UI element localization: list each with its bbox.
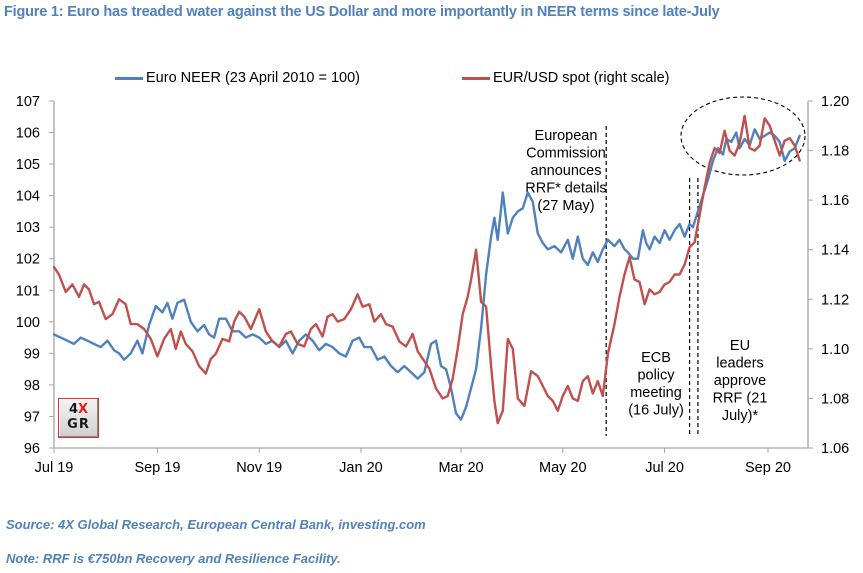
y-right-tick-label: 1.16 bbox=[821, 193, 849, 209]
y-left-tick-label: 103 bbox=[16, 220, 40, 236]
highlight-ellipse bbox=[680, 96, 806, 176]
logo-text-gr: GR bbox=[67, 417, 90, 432]
y-left-tick-label: 100 bbox=[16, 315, 40, 331]
event-annotation-text: European bbox=[535, 128, 598, 144]
y-left-tick-label: 99 bbox=[24, 346, 40, 362]
source-note: Source: 4X Global Research, European Cen… bbox=[6, 517, 426, 532]
event-annotation-text: (27 May) bbox=[537, 198, 594, 214]
logo-text-4: 4 bbox=[68, 402, 78, 417]
x-tick-label: Mar 20 bbox=[438, 460, 483, 476]
event-annotation-text: RRF* details bbox=[525, 181, 606, 197]
legend-label-neer: Euro NEER (23 April 2010 = 100) bbox=[146, 70, 360, 86]
x-tick-label: Sep 20 bbox=[745, 460, 791, 476]
y-right-tick-label: 1.06 bbox=[821, 441, 849, 457]
rrf-note: Note: RRF is €750bn Recovery and Resilie… bbox=[6, 551, 341, 566]
series-group bbox=[52, 114, 801, 425]
event-annotation-text: July)* bbox=[722, 408, 759, 424]
y-left-tick-label: 98 bbox=[24, 378, 40, 394]
y-left-tick-label: 107 bbox=[16, 94, 40, 110]
event-annotation-text: RRF (21 bbox=[713, 391, 768, 407]
event-annotation-text: approve bbox=[714, 373, 766, 389]
legend-swatch-neer bbox=[115, 76, 143, 80]
y-right-tick-label: 1.12 bbox=[821, 292, 849, 308]
x-tick-label: May 20 bbox=[539, 460, 587, 476]
legend-label-eurusd: EUR/USD spot (right scale) bbox=[493, 70, 670, 86]
figure-title: Figure 1: Euro has treaded water against… bbox=[4, 4, 720, 20]
event-annotation-text: meeting bbox=[630, 385, 682, 401]
legend-swatch-eurusd bbox=[462, 76, 490, 80]
event-annotation-text: EU bbox=[730, 338, 750, 354]
y-left-tick-label: 102 bbox=[16, 252, 40, 268]
y-right-tick-label: 1.20 bbox=[821, 94, 849, 110]
axes: 96 97 98 99 100 101 102 103 104 105 106 107 1.06 1.08… bbox=[16, 94, 849, 476]
legend-item-neer: Euro NEER (23 April 2010 = 100) bbox=[115, 70, 360, 86]
y-left-tick-label: 101 bbox=[16, 283, 40, 299]
event-annotation-text: (16 July) bbox=[628, 403, 684, 419]
4xgr-logo: 4X GR bbox=[58, 398, 99, 438]
y-right-tick-label: 1.10 bbox=[821, 342, 849, 358]
logo-text-x: X bbox=[78, 402, 89, 417]
y-right-tick-label: 1.08 bbox=[821, 391, 849, 407]
x-tick-label: Nov 19 bbox=[236, 460, 282, 476]
series-line-euro-neer bbox=[52, 128, 801, 421]
x-tick-label: Sep 19 bbox=[134, 460, 180, 476]
event-annotation-text: policy bbox=[637, 368, 675, 384]
y-left-tick-label: 97 bbox=[24, 409, 40, 425]
y-right-tick-label: 1.14 bbox=[821, 243, 849, 259]
y-left-tick-label: 104 bbox=[16, 189, 40, 205]
event-annotation-text: ECB bbox=[641, 350, 671, 366]
event-annotation-text: leaders bbox=[716, 356, 764, 372]
y-right-tick-label: 1.18 bbox=[821, 144, 849, 160]
y-left-tick-label: 96 bbox=[24, 441, 40, 457]
y-left-tick-label: 105 bbox=[16, 157, 40, 173]
x-tick-label: Jul 20 bbox=[645, 460, 684, 476]
chart-legend: Euro NEER (23 April 2010 = 100) EUR/USD … bbox=[0, 70, 863, 90]
event-annotation-text: announces bbox=[531, 163, 602, 179]
x-tick-label: Jul 19 bbox=[35, 460, 74, 476]
y-left-tick-label: 106 bbox=[16, 126, 40, 142]
legend-item-eurusd: EUR/USD spot (right scale) bbox=[462, 70, 669, 86]
x-tick-label: Jan 20 bbox=[339, 460, 383, 476]
series-line-eurusd bbox=[52, 114, 801, 425]
event-annotation-text: Commission bbox=[526, 146, 606, 162]
